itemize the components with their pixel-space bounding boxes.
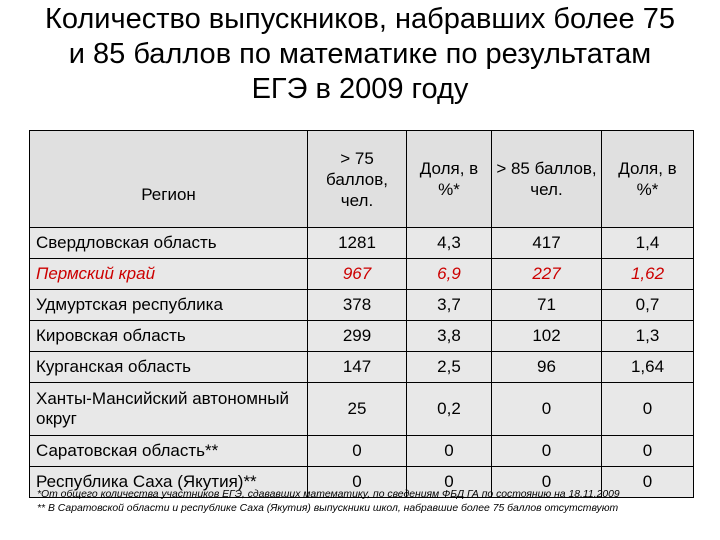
table-header-row: Регион > 75 баллов, чел. Доля, в %* > 85… xyxy=(29,130,694,228)
footnote-2: ** В Саратовской области и республике Са… xyxy=(37,503,619,514)
table-row: Кировская область 299 3,8 102 1,3 xyxy=(29,320,694,352)
cell-share85: 1,4 xyxy=(601,227,694,259)
cell-share85: 1,3 xyxy=(601,320,694,352)
cell-over75: 25 xyxy=(307,382,407,436)
table-row: Удмуртская республика 378 3,7 71 0,7 xyxy=(29,289,694,321)
cell-region: Пермский край xyxy=(29,258,308,290)
header-region: Регион xyxy=(29,130,308,228)
cell-share75: 0 xyxy=(406,435,492,467)
cell-share75: 6,9 xyxy=(406,258,492,290)
cell-over75: 1281 xyxy=(307,227,407,259)
cell-region: Курганская область xyxy=(29,351,308,383)
cell-region: Кировская область xyxy=(29,320,308,352)
cell-share85: 0,7 xyxy=(601,289,694,321)
cell-over85: 102 xyxy=(491,320,602,352)
header-over85: > 85 баллов, чел. xyxy=(491,130,602,228)
cell-over75: 147 xyxy=(307,351,407,383)
cell-over85: 0 xyxy=(491,435,602,467)
cell-share75: 0,2 xyxy=(406,382,492,436)
cell-share85: 1,64 xyxy=(601,351,694,383)
cell-share85: 1,62 xyxy=(601,258,694,290)
table-row: Ханты-Мансийский автономный округ 25 0,2… xyxy=(29,382,694,436)
cell-over85: 0 xyxy=(491,466,602,498)
cell-share85: 0 xyxy=(601,382,694,436)
table-row: Свердловская область 1281 4,3 417 1,4 xyxy=(29,227,694,259)
cell-over75: 299 xyxy=(307,320,407,352)
cell-region: Республика Саха (Якутия)** xyxy=(29,466,308,498)
cell-over75: 967 xyxy=(307,258,407,290)
cell-region: Ханты-Мансийский автономный округ xyxy=(29,382,308,436)
header-share85: Доля, в %* xyxy=(601,130,694,228)
cell-share85: 0 xyxy=(601,435,694,467)
cell-region: Удмуртская республика xyxy=(29,289,308,321)
results-table: Регион > 75 баллов, чел. Доля, в %* > 85… xyxy=(29,130,694,498)
header-share75: Доля, в %* xyxy=(406,130,492,228)
cell-share75: 2,5 xyxy=(406,351,492,383)
cell-share75: 0 xyxy=(406,466,492,498)
cell-over75: 378 xyxy=(307,289,407,321)
cell-over85: 71 xyxy=(491,289,602,321)
cell-region: Саратовская область** xyxy=(29,435,308,467)
header-over75: > 75 баллов, чел. xyxy=(307,130,407,228)
cell-share85: 0 xyxy=(601,466,694,498)
title-line-1: Количество выпускников, набравших более … xyxy=(44,3,675,35)
cell-share75: 3,7 xyxy=(406,289,492,321)
table-row-highlighted: Пермский край 967 6,9 227 1,62 xyxy=(29,258,694,290)
footnote-1: *От общего количества участников ЕГЭ, сд… xyxy=(37,489,620,500)
table-row: Республика Саха (Якутия)** 0 0 0 0 xyxy=(29,466,694,498)
cell-over85: 227 xyxy=(491,258,602,290)
cell-share75: 3,8 xyxy=(406,320,492,352)
page-title: Количество выпускников, набравших более … xyxy=(0,2,720,107)
cell-region: Свердловская область xyxy=(29,227,308,259)
footnotes: *От общего количества участников ЕГЭ, сд… xyxy=(37,488,717,516)
table-row: Саратовская область** 0 0 0 0 xyxy=(29,435,694,467)
cell-over85: 0 xyxy=(491,382,602,436)
title-line-3: ЕГЭ в 2009 году xyxy=(251,73,469,105)
cell-over75: 0 xyxy=(307,435,407,467)
cell-over85: 417 xyxy=(491,227,602,259)
title-line-2: и 85 баллов по математике по результатам xyxy=(68,38,652,70)
table-row: Курганская область 147 2,5 96 1,64 xyxy=(29,351,694,383)
cell-share75: 4,3 xyxy=(406,227,492,259)
cell-over85: 96 xyxy=(491,351,602,383)
